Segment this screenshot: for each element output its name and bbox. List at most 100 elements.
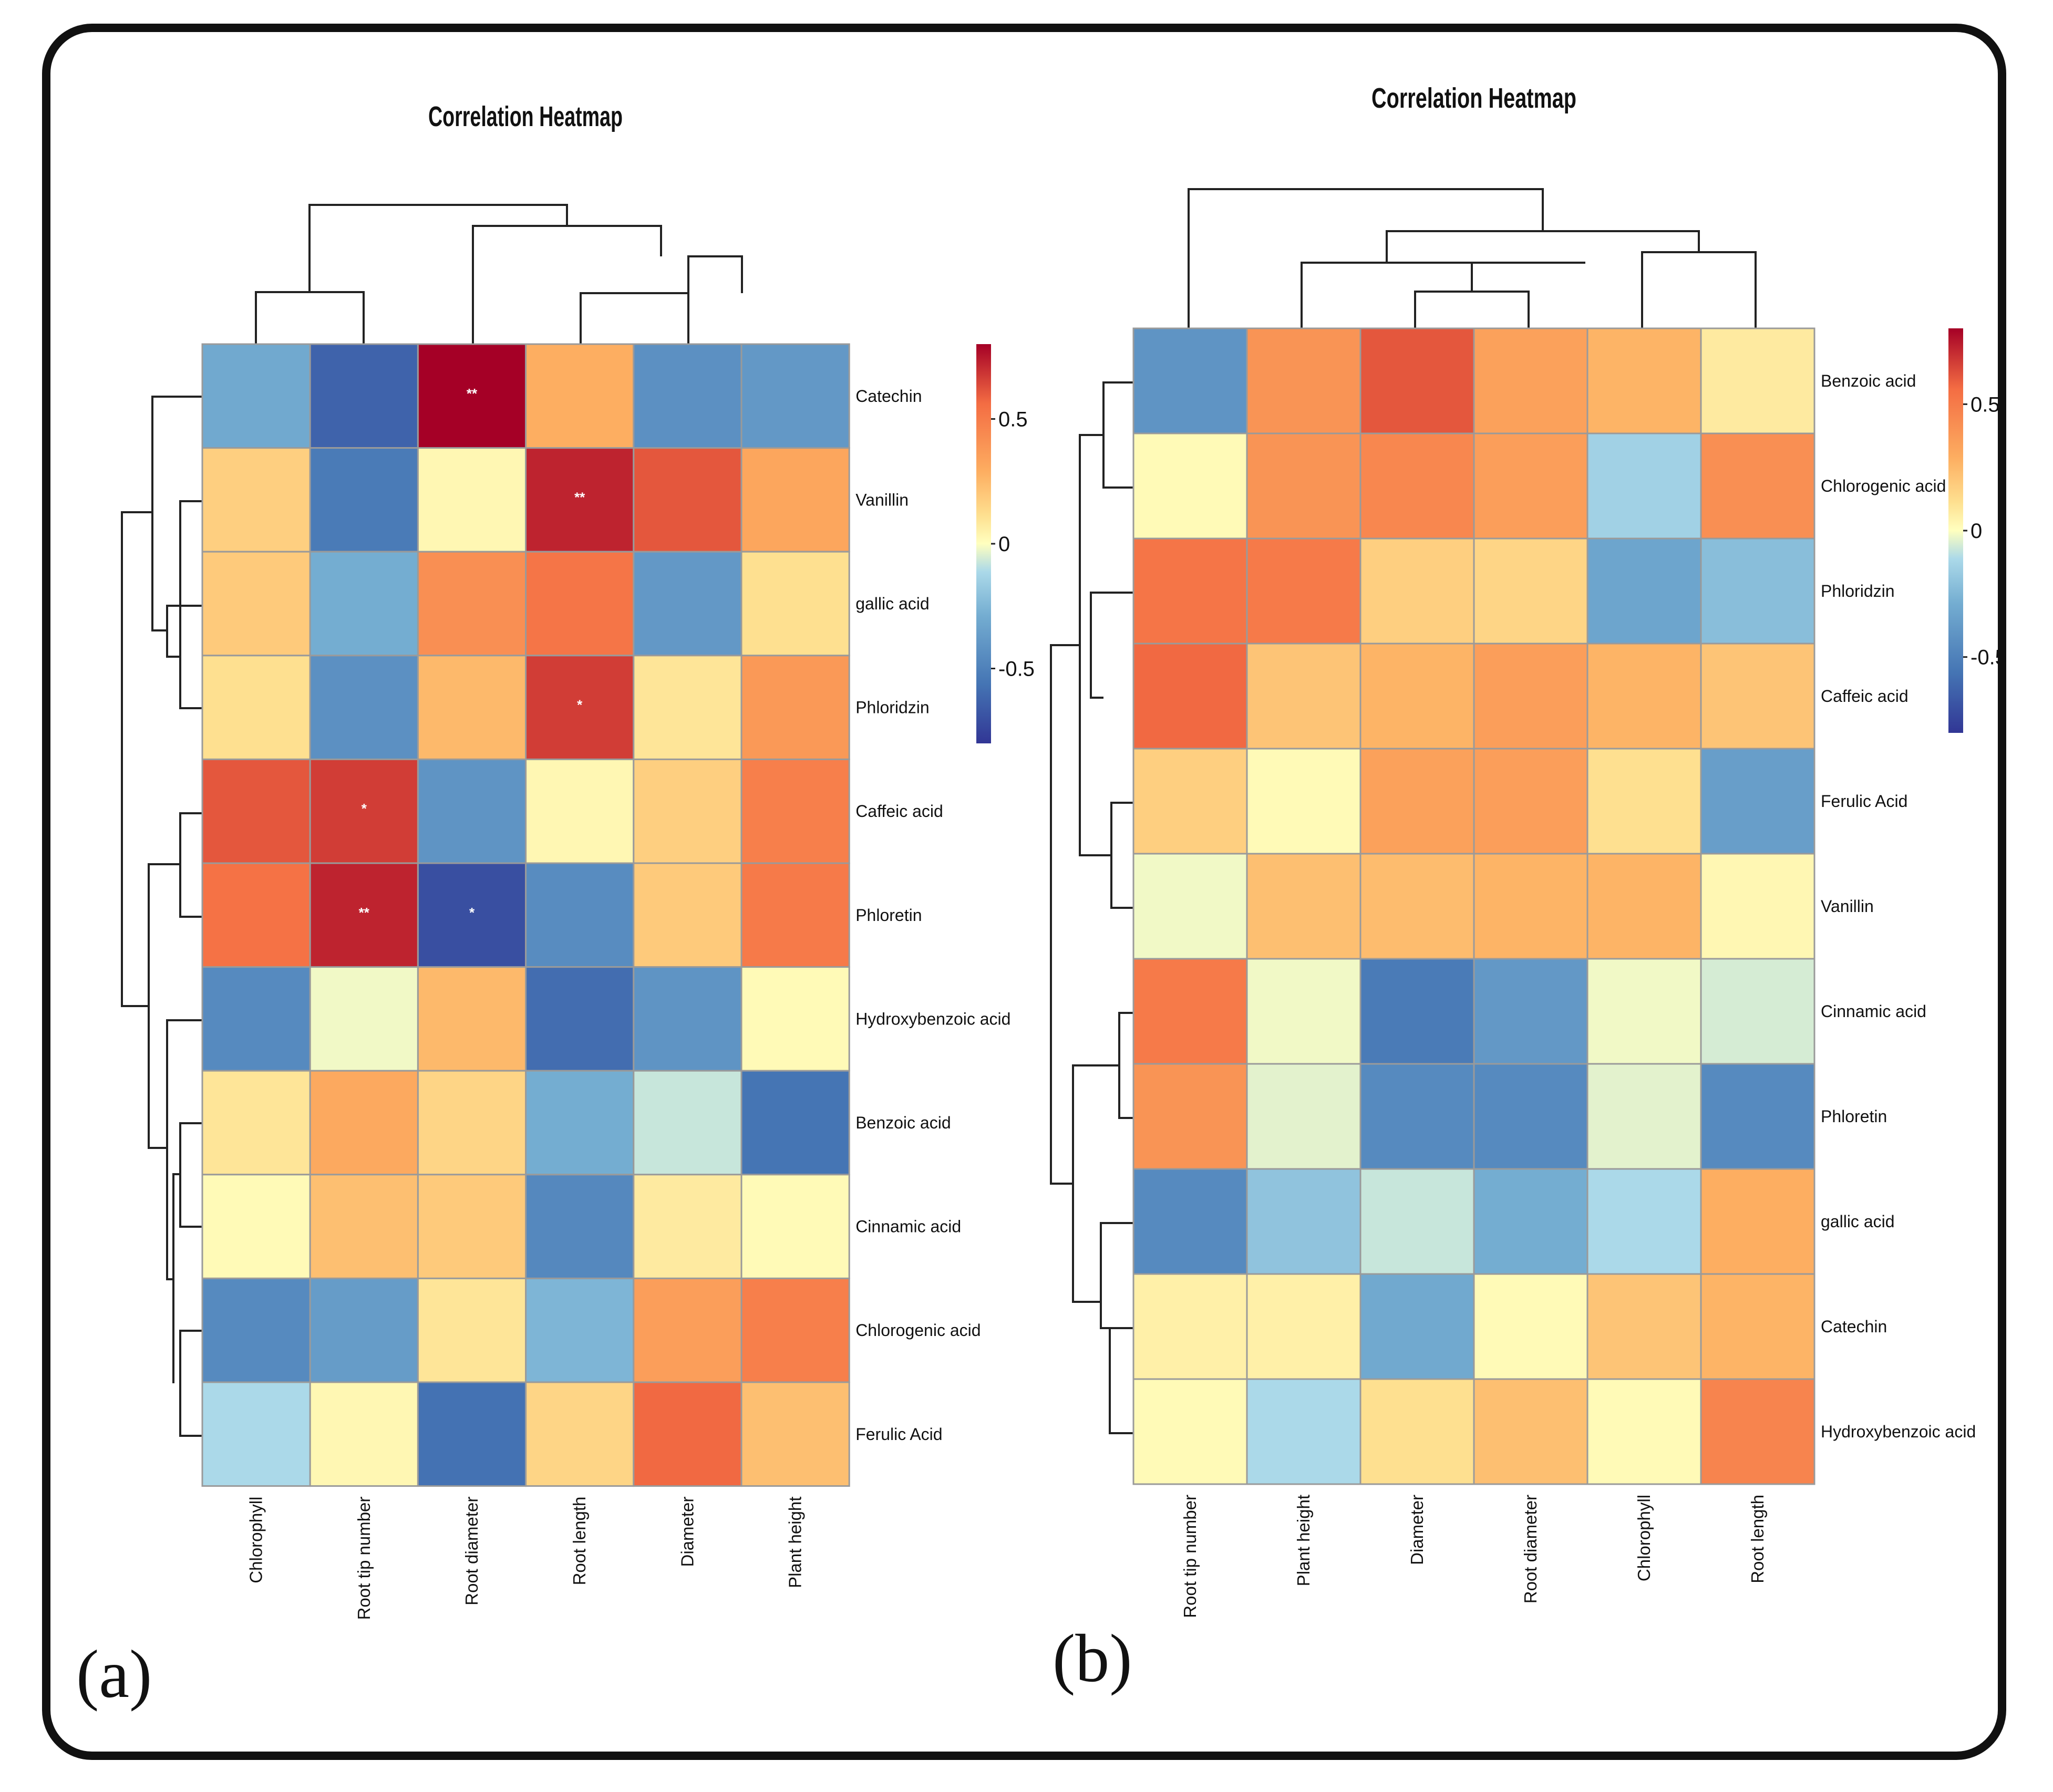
row-label: Hydroxybenzoic acid [855, 1009, 1010, 1028]
heatmap-cell [525, 758, 635, 864]
row-label: Benzoic acid [855, 1113, 951, 1132]
heatmap-cell [201, 1277, 311, 1383]
heatmap-cell [1473, 432, 1588, 540]
significance-marker: * [469, 905, 475, 920]
heatmap-cell [1246, 853, 1361, 960]
heatmap-cell [1473, 853, 1588, 960]
column-label: Root tip number [354, 1497, 374, 1620]
heatmap-cell [633, 447, 742, 553]
column-label: Root length [570, 1497, 589, 1586]
heatmap-cell [1246, 958, 1361, 1065]
heatmap-cell [1700, 537, 1815, 645]
row-label: Vanillin [855, 490, 909, 509]
heatmap-cell [1586, 1168, 1702, 1275]
column-label: Plant height [1294, 1495, 1313, 1586]
heatmap-cell [1586, 643, 1702, 750]
heatmap-cell [1359, 537, 1475, 645]
heatmap-cell [309, 551, 419, 657]
heatmap-cell [1586, 432, 1702, 540]
heatmap-cell [740, 551, 850, 657]
heatmap-cell [1132, 1168, 1248, 1275]
heatmap-cell [633, 1070, 742, 1176]
heatmap-cell [1246, 1378, 1361, 1485]
heatmap-cell [1132, 748, 1248, 855]
significance-marker: ** [574, 489, 585, 505]
heatmap-cell [1473, 1378, 1588, 1485]
heatmap-cell [525, 966, 635, 1072]
row-label: Phloridzin [855, 698, 930, 717]
heatmap-cell [1246, 1168, 1361, 1275]
heatmap-cell [1700, 327, 1815, 434]
heatmap-cell [525, 1070, 635, 1176]
panel-b-heatmap [1132, 327, 1815, 1485]
heatmap-cell [1473, 1168, 1588, 1275]
panel-a-column-dendrogram [255, 204, 743, 344]
heatmap-cell [1132, 537, 1248, 645]
heatmap-cell [740, 1070, 850, 1176]
heatmap-cell [525, 1381, 635, 1487]
heatmap-cell [740, 1381, 850, 1487]
heatmap-cell [1246, 1063, 1361, 1170]
row-label: Catechin [855, 387, 922, 406]
heatmap-cell [525, 343, 635, 449]
heatmap-cell [1246, 1273, 1361, 1380]
heatmap-cell [1359, 1168, 1475, 1275]
heatmap-cell [1586, 748, 1702, 855]
row-label: Hydroxybenzoic acid [1821, 1422, 1976, 1441]
heatmap-cell [1586, 1063, 1702, 1170]
heatmap-cell [201, 758, 311, 864]
row-label: Chlorogenic acid [855, 1321, 981, 1340]
heatmap-cell [201, 655, 311, 760]
heatmap-cell [1700, 432, 1815, 540]
heatmap-cell [1132, 1378, 1248, 1485]
heatmap-cell [1700, 1273, 1815, 1380]
panel-a-row-dendrogram [121, 396, 202, 1437]
heatmap-cell [417, 1277, 527, 1383]
heatmap-cell [417, 1070, 527, 1176]
row-label: gallic acid [1821, 1212, 1895, 1231]
heatmap-cell [633, 1381, 742, 1487]
panel-b-title: Correlation Heatmap [1371, 82, 1576, 114]
heatmap-cell [1700, 748, 1815, 855]
heatmap-cell [417, 758, 527, 864]
heatmap-cell [525, 1174, 635, 1279]
heatmap-cell [309, 447, 419, 553]
heatmap-cell [201, 551, 311, 657]
heatmap-cell [1700, 643, 1815, 750]
heatmap-cell [1473, 537, 1588, 645]
heatmap-cell [1132, 853, 1248, 960]
panel-a-label: (a) [76, 1636, 152, 1712]
heatmap-cell [309, 1174, 419, 1279]
row-label: Ferulic Acid [855, 1425, 942, 1444]
heatmap-cell [633, 1277, 742, 1383]
row-label: Benzoic acid [1821, 371, 1916, 390]
row-label: Caffeic acid [855, 802, 943, 821]
row-label: Phloretin [855, 906, 922, 925]
heatmap-cell [525, 551, 635, 657]
colorbar-tick-label: 0 [998, 533, 1010, 556]
heatmap-cell [1359, 853, 1475, 960]
panel-a-column-labels: Chlorophyll Root tip number Root diameter R… [246, 1497, 805, 1620]
heatmap-cell [633, 343, 742, 449]
row-label: Ferulic Acid [1821, 792, 1907, 811]
heatmap-cell [1700, 853, 1815, 960]
colorbar-tick-label: -0.5 [1971, 646, 2007, 669]
heatmap-cell [740, 343, 850, 449]
heatmap-cell [1359, 643, 1475, 750]
row-label: Vanillin [1821, 897, 1874, 916]
heatmap-cell [633, 758, 742, 864]
column-label: Root length [1748, 1495, 1767, 1583]
heatmap-cell [309, 1070, 419, 1176]
colorbar-tick-label: 0.5 [998, 408, 1028, 431]
heatmap-cell [201, 862, 311, 968]
heatmap-cell [1359, 1063, 1475, 1170]
panel-b-label: (b) [1053, 1621, 1132, 1696]
significance-marker: ** [359, 905, 370, 920]
row-label: Phloridzin [1821, 582, 1895, 600]
row-label: Chlorogenic acid [1821, 477, 1946, 495]
panel-a-colorbar: 0.5 0 -0.5 [976, 344, 1035, 743]
row-label: Cinnamic acid [1821, 1002, 1926, 1021]
column-label: Root tip number [1180, 1495, 1200, 1618]
column-label: Chlorophyll [246, 1497, 266, 1583]
heatmap-cell [1700, 1168, 1815, 1275]
